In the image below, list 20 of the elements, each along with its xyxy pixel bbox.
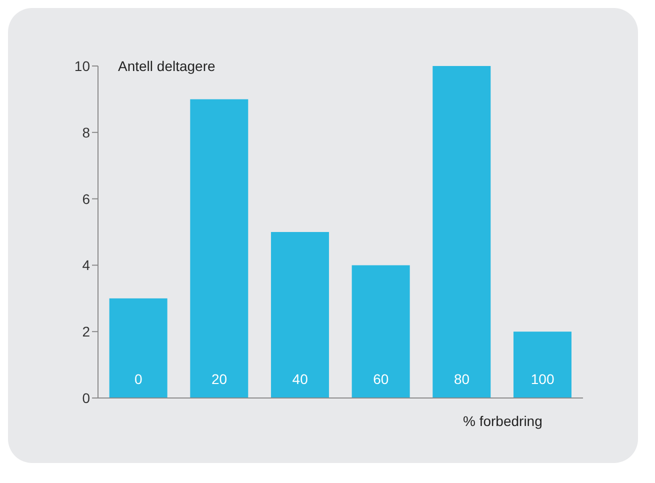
bar xyxy=(432,66,491,398)
y-tick-label: 2 xyxy=(82,324,90,340)
bar xyxy=(352,265,410,398)
x-tick-label: 60 xyxy=(373,371,389,387)
x-tick-label: 0 xyxy=(134,371,143,387)
bar xyxy=(109,298,168,398)
x-axis-title: % forbedring xyxy=(463,413,542,429)
x-tick-label: 100 xyxy=(530,371,554,387)
x-tick-label: 40 xyxy=(292,371,308,387)
bar xyxy=(190,99,248,398)
x-tick-label: 20 xyxy=(211,371,228,387)
x-tick-label: 80 xyxy=(454,371,470,387)
y-axis-title: Antell deltagere xyxy=(118,58,216,74)
y-tick-label: 10 xyxy=(74,58,90,74)
y-tick-label: 6 xyxy=(82,190,90,207)
bar xyxy=(270,232,329,398)
y-tick-label: 0 xyxy=(82,390,90,406)
bar xyxy=(513,332,572,398)
y-tick-label: 8 xyxy=(82,124,90,140)
y-tick-label: 4 xyxy=(82,257,90,274)
